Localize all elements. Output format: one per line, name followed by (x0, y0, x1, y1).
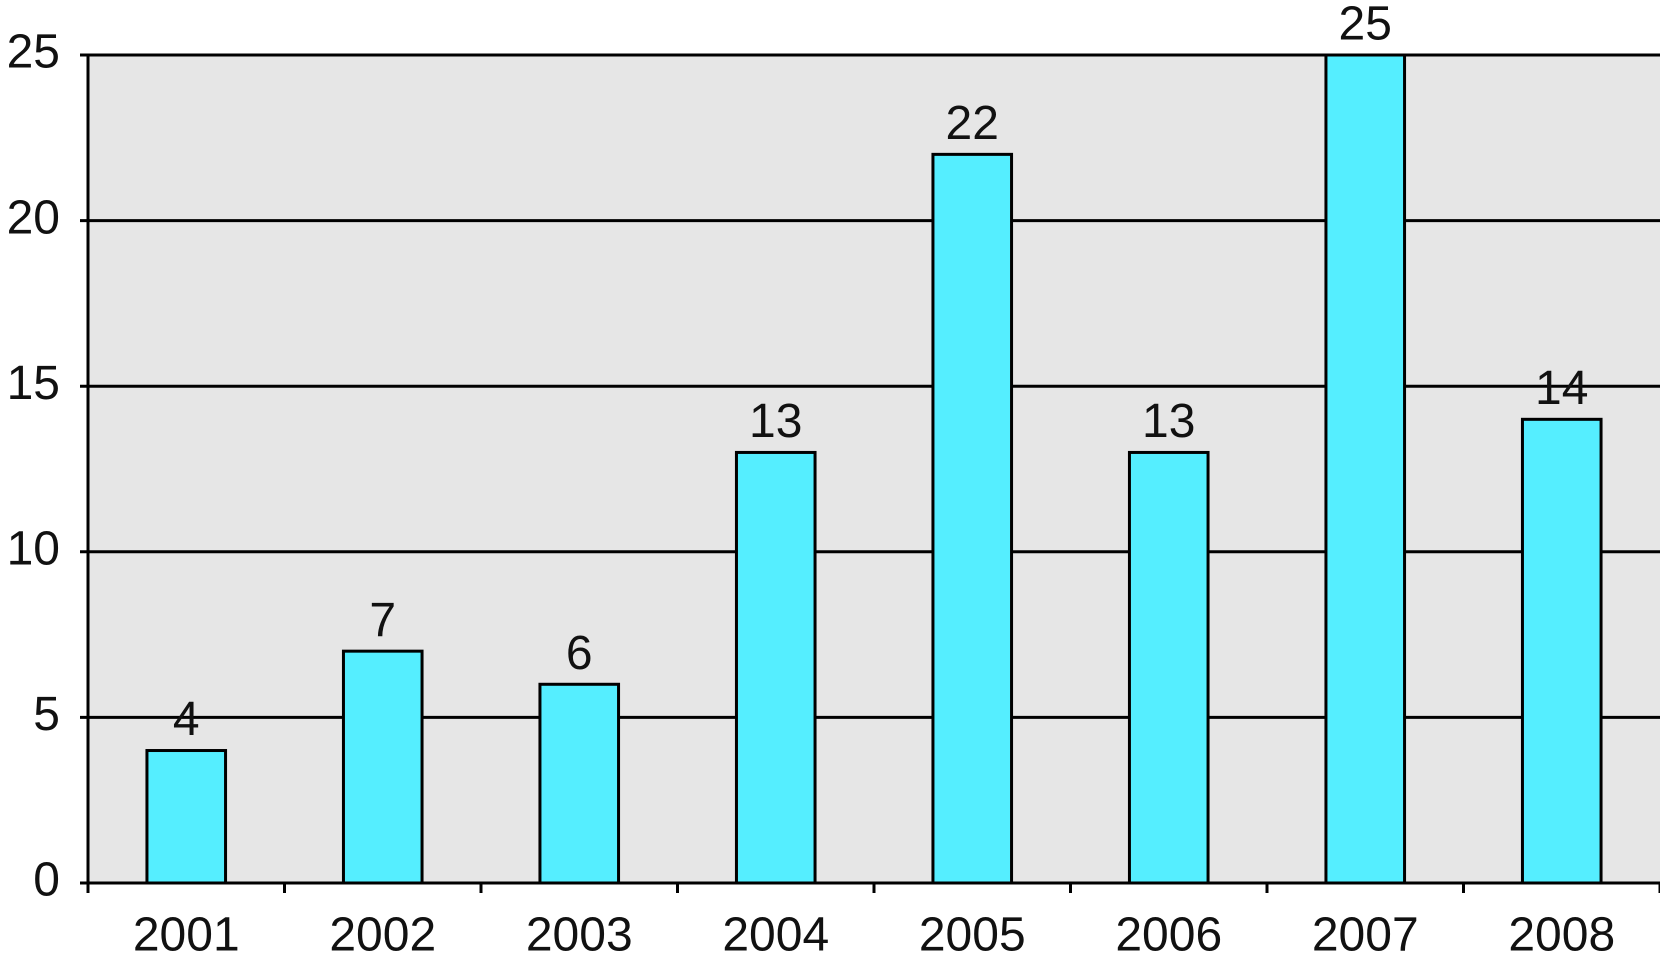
data-label: 22 (946, 97, 999, 150)
bar (1520, 417, 1603, 885)
x-tick-label: 2004 (722, 909, 829, 962)
y-tick-label: 0 (33, 854, 60, 907)
plot-background (88, 55, 1660, 883)
bar (538, 682, 621, 885)
y-tick-label: 20 (7, 191, 60, 244)
data-label: 6 (566, 627, 593, 680)
x-tick-label: 2001 (133, 909, 240, 962)
bar (1324, 53, 1407, 885)
x-tick-label: 2003 (526, 909, 633, 962)
y-tick-label: 15 (7, 357, 60, 410)
x-tick-label: 2006 (1115, 909, 1222, 962)
x-tick-label: 2002 (329, 909, 436, 962)
x-tick-label: 2007 (1312, 909, 1419, 962)
bar (734, 450, 817, 885)
bar (341, 649, 424, 885)
data-label: 25 (1339, 0, 1392, 51)
x-tick-label: 2008 (1508, 909, 1615, 962)
bar (145, 749, 228, 885)
bar (1127, 450, 1210, 885)
data-label: 13 (1142, 395, 1195, 448)
data-label: 7 (369, 594, 396, 647)
bar (931, 152, 1014, 885)
data-label: 14 (1535, 362, 1588, 415)
data-label: 4 (173, 693, 200, 746)
x-tick-label: 2005 (919, 909, 1026, 962)
y-tick-label: 25 (7, 26, 60, 79)
y-tick-label: 10 (7, 522, 60, 575)
y-tick-label: 5 (33, 688, 60, 741)
data-label: 13 (749, 395, 802, 448)
